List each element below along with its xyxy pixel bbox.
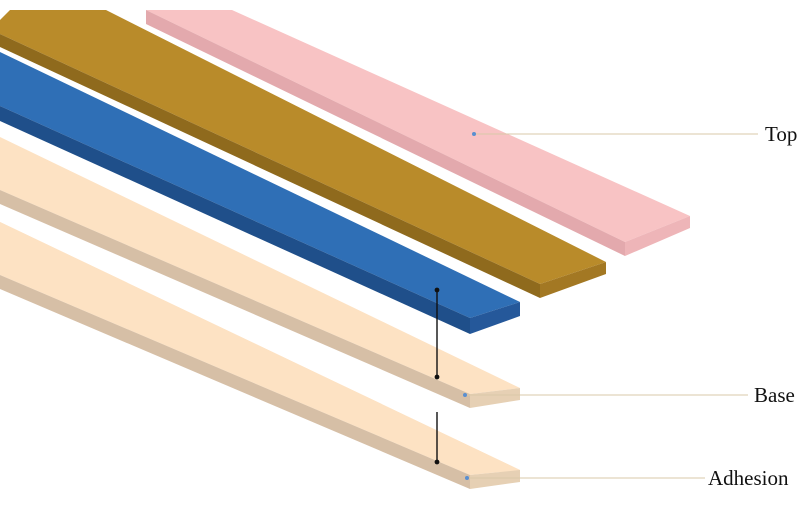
callout-dot-adhesion xyxy=(465,476,469,480)
blue-layer-front-face xyxy=(0,106,470,334)
base-layer-top-face xyxy=(0,137,520,394)
adhesion-layer xyxy=(0,222,520,489)
callout-dot-base xyxy=(463,393,467,397)
base-layer-front-face xyxy=(0,190,470,408)
base-layer xyxy=(0,137,520,408)
gold-layer-side-face xyxy=(540,262,606,298)
gold-layer-front-face xyxy=(0,34,540,298)
blue-layer-side-face xyxy=(470,302,520,334)
connector-dot-blue xyxy=(434,287,440,293)
top-layer-front-face xyxy=(146,10,625,256)
gold-layer-top-face xyxy=(0,10,606,284)
label-top: Top xyxy=(765,122,797,146)
adhesion-layer-front-face xyxy=(0,275,470,489)
blue-layer-top-face xyxy=(0,52,520,318)
adhesion-layer-side-face xyxy=(470,470,520,489)
adhesion-layer-top-face-main xyxy=(0,222,520,475)
callout-dot-top xyxy=(472,132,476,136)
callouts xyxy=(463,132,758,480)
gold-layer xyxy=(0,10,606,298)
top-layer-side-face xyxy=(625,216,690,256)
layer-connectors xyxy=(434,287,440,465)
connector-dot-base xyxy=(434,374,440,380)
base-layer-side-face xyxy=(470,388,520,408)
top-layer xyxy=(146,10,690,256)
label-adhesion: Adhesion xyxy=(708,466,789,490)
connector-dot-adhesion xyxy=(434,459,440,465)
label-base: Base xyxy=(754,383,795,407)
blue-layer xyxy=(0,52,520,334)
top-layer-top-face xyxy=(146,10,690,242)
